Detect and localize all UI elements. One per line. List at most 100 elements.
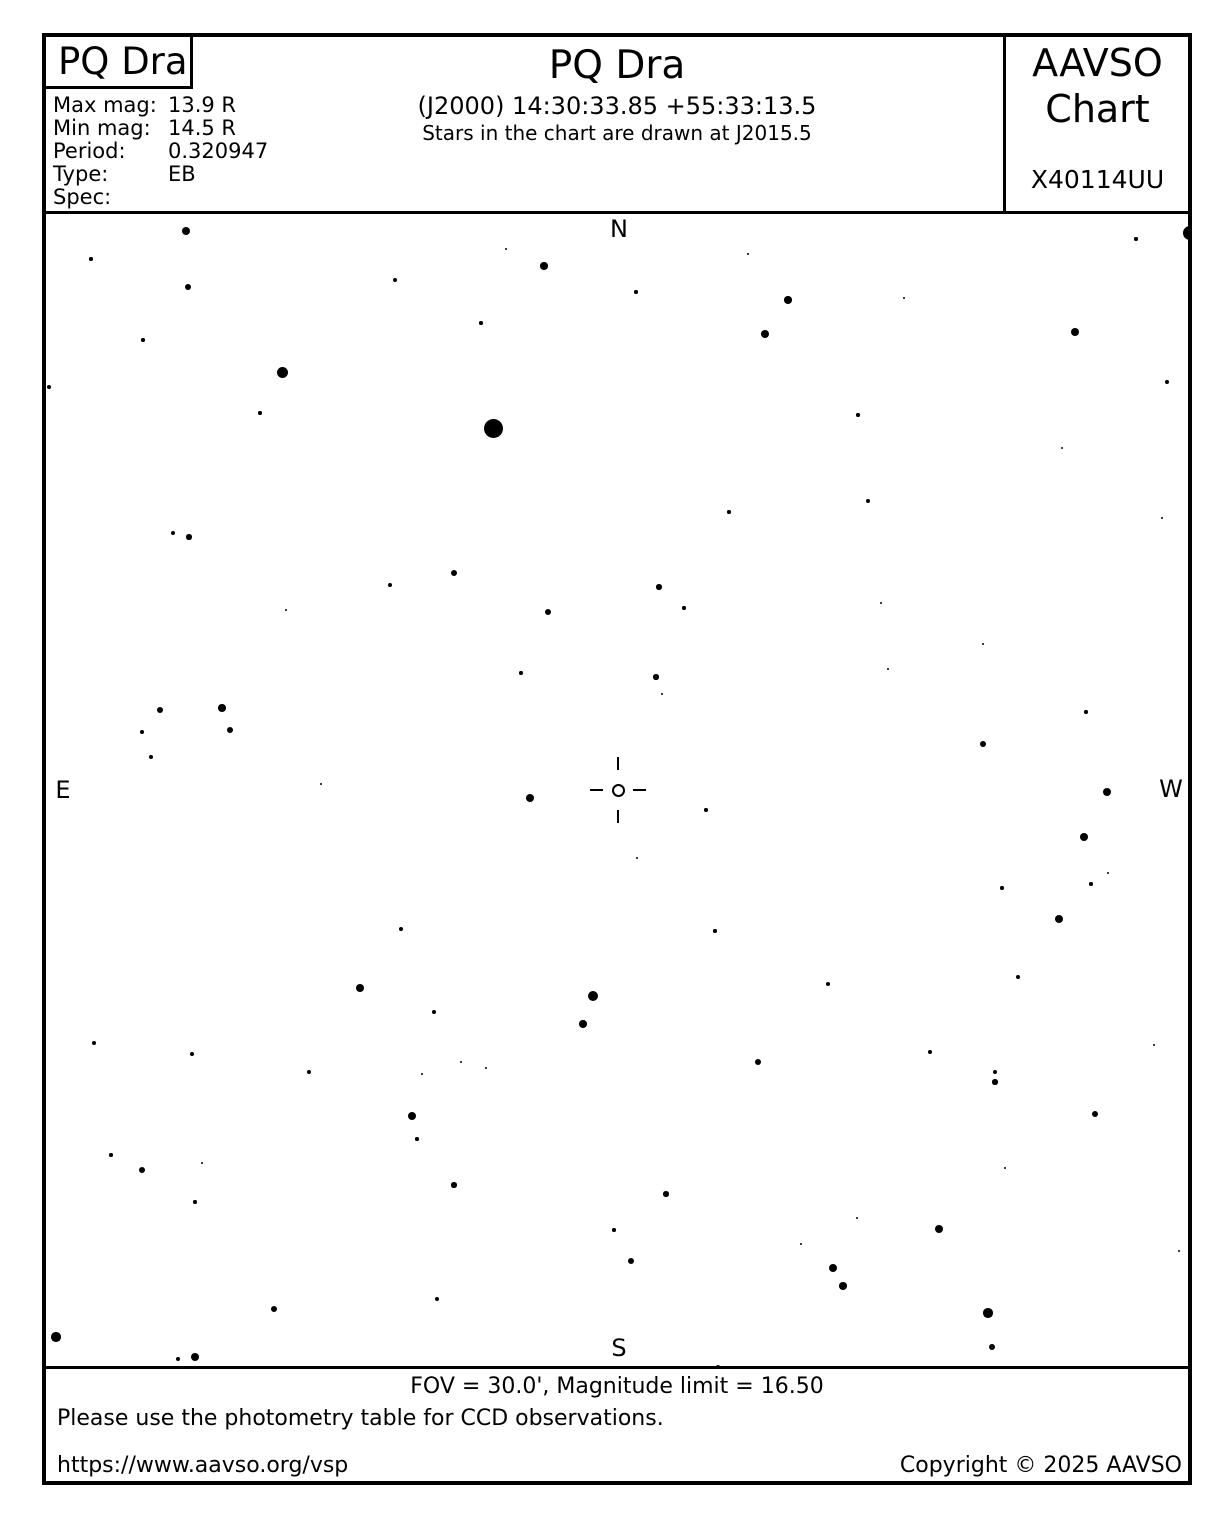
star — [1071, 328, 1079, 336]
star — [186, 534, 192, 540]
star — [47, 385, 51, 389]
star — [1134, 237, 1138, 241]
fov-line: FOV = 30.0', Magnitude limit = 16.50 — [410, 1374, 824, 1399]
star — [682, 606, 686, 610]
star — [1003, 1166, 1007, 1170]
max-mag-label: Max mag: — [53, 93, 157, 117]
detail-row-type: Type: EB — [53, 163, 413, 186]
star — [504, 247, 508, 251]
star — [189, 1051, 195, 1057]
star — [979, 740, 987, 748]
star — [227, 727, 233, 733]
star — [218, 704, 226, 712]
star — [1183, 226, 1188, 240]
star — [1060, 446, 1064, 450]
type-label: Type: — [53, 162, 109, 186]
star — [746, 252, 750, 256]
star — [634, 290, 638, 294]
star — [450, 569, 458, 577]
star — [865, 498, 871, 504]
star — [479, 321, 483, 325]
vsp-url: https://www.aavso.org/vsp — [57, 1453, 349, 1478]
compass-east-label: E — [55, 776, 71, 804]
star — [109, 1153, 113, 1157]
star — [51, 1332, 61, 1342]
org-box-divider — [1003, 33, 1006, 214]
star — [435, 1297, 439, 1301]
star — [459, 1060, 463, 1064]
star — [89, 257, 93, 261]
chart-footer-divider — [42, 1366, 1192, 1369]
star — [799, 1242, 803, 1246]
star — [270, 1305, 278, 1313]
copyright: Copyright © 2025 AAVSO — [899, 1453, 1182, 1478]
star — [276, 366, 288, 378]
star — [754, 1058, 762, 1066]
star — [981, 642, 985, 646]
star — [704, 808, 708, 812]
star — [393, 278, 397, 282]
star — [1080, 833, 1088, 841]
org-box: AAVSO Chart X40114UU — [1003, 33, 1192, 211]
star — [656, 584, 662, 590]
star — [525, 793, 535, 803]
star — [307, 1070, 311, 1074]
star — [989, 1344, 995, 1350]
detail-row-min-mag: Min mag: 14.5 R — [53, 117, 413, 140]
star — [1054, 914, 1064, 924]
star — [140, 730, 144, 734]
star — [157, 707, 163, 713]
star — [828, 1263, 838, 1273]
star — [761, 330, 769, 338]
compass-west-label: W — [1159, 775, 1183, 803]
star — [879, 601, 883, 605]
star — [992, 1079, 998, 1085]
detail-row-max-mag: Max mag: 13.9 R — [53, 94, 413, 117]
star — [1103, 788, 1111, 796]
star — [1015, 974, 1021, 980]
star — [200, 1161, 204, 1165]
org-sub-label: Chart — [1045, 87, 1150, 131]
star — [1091, 1110, 1099, 1118]
star — [1000, 886, 1004, 890]
page-title: PQ Dra — [548, 43, 686, 88]
star — [902, 296, 906, 300]
star — [1106, 871, 1110, 875]
star — [1089, 882, 1093, 886]
star — [1177, 1249, 1181, 1253]
star — [420, 1072, 424, 1076]
target-tick-down — [616, 810, 620, 823]
star — [92, 1041, 96, 1045]
period-value: 0.320947 — [168, 139, 269, 163]
type-value: EB — [168, 162, 196, 186]
star — [612, 1228, 616, 1232]
star — [141, 338, 145, 342]
star — [886, 667, 890, 671]
star — [935, 1225, 943, 1233]
star — [284, 608, 288, 612]
spec-label: Spec: — [53, 185, 112, 209]
compass-north-label: N — [610, 215, 628, 243]
star — [519, 671, 523, 675]
star — [387, 582, 393, 588]
star — [451, 1182, 457, 1188]
star — [355, 983, 365, 993]
chart-id: X40114UU — [1030, 165, 1165, 194]
star — [839, 1282, 847, 1290]
star — [175, 1356, 181, 1362]
star — [660, 692, 664, 696]
star — [587, 990, 599, 1002]
star — [484, 1066, 488, 1070]
max-mag-value: 13.9 R — [168, 93, 237, 117]
star — [407, 1111, 417, 1121]
star — [983, 1308, 993, 1318]
star — [319, 782, 323, 786]
compass-south-label: S — [611, 1334, 627, 1362]
target-tick-up — [616, 757, 620, 770]
star — [663, 1191, 669, 1197]
star-name-label: PQ Dra — [58, 40, 188, 83]
star — [138, 1166, 146, 1174]
epoch-note: Stars in the chart are drawn at J2015.5 — [422, 121, 812, 145]
star — [993, 1070, 997, 1074]
star — [398, 926, 404, 932]
